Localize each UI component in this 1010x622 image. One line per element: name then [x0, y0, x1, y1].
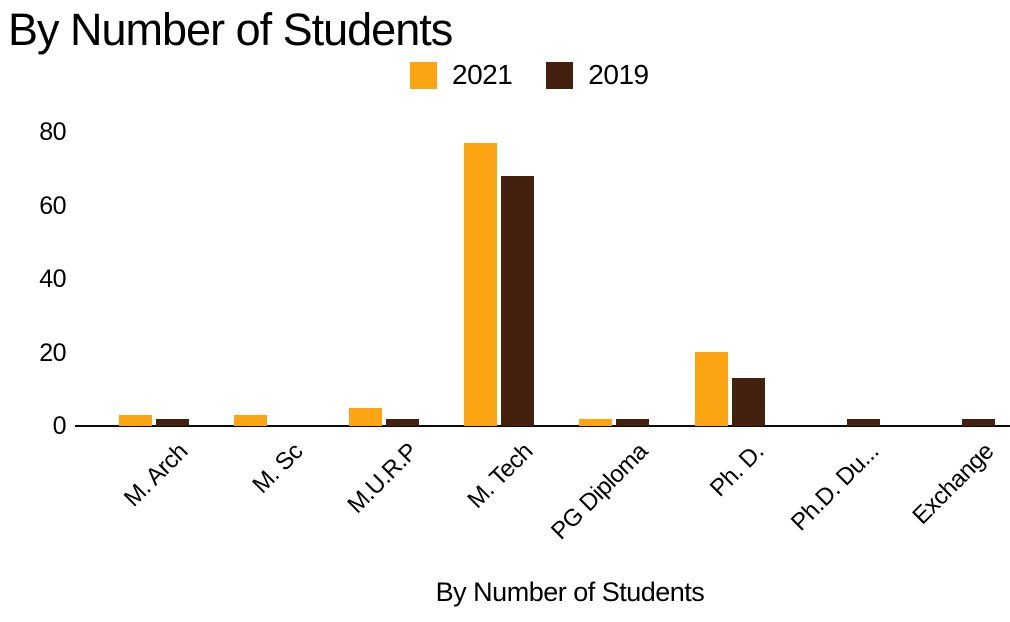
bar-2021-m-u-r-p	[349, 408, 382, 426]
bar-2019-ph-d-du	[847, 419, 880, 426]
bar-2019-pg-diploma	[616, 419, 649, 426]
bar-2021-ph-d	[695, 352, 728, 426]
bar-2019-exchange	[962, 419, 995, 426]
bar-2021-m-tech	[464, 143, 497, 426]
legend-label: 2019	[588, 59, 649, 90]
x-axis-title: By Number of Students	[435, 577, 705, 607]
y-axis-tick-label-20: 20	[39, 338, 66, 367]
legend-swatch-2021	[410, 61, 437, 89]
bar-2019-m-u-r-p	[386, 419, 419, 426]
legend-label: 2021	[452, 59, 513, 90]
y-axis-tick-label-60: 60	[39, 191, 66, 220]
bar-2021-m-arch	[119, 415, 152, 426]
legend-item-2021: 2021	[410, 59, 513, 90]
legend-swatch-2019	[546, 61, 574, 89]
legend-item-2019: 2019	[546, 59, 649, 90]
y-axis-tick-label-80: 80	[39, 118, 66, 146]
x-axis-line	[75, 425, 1010, 427]
bar-2021-pg-diploma	[579, 419, 612, 426]
bar-2019-m-tech	[501, 176, 534, 426]
bar-2021-m-sc	[234, 415, 267, 426]
chart-title: By Number of Students	[8, 4, 453, 55]
y-axis-tick-label-0: 0	[52, 412, 67, 440]
bar-2019-m-arch	[156, 419, 189, 426]
legend: 2021 2019	[410, 61, 649, 89]
y-axis-tick-label-40: 40	[39, 265, 66, 293]
bar-2019-ph-d	[732, 378, 765, 426]
